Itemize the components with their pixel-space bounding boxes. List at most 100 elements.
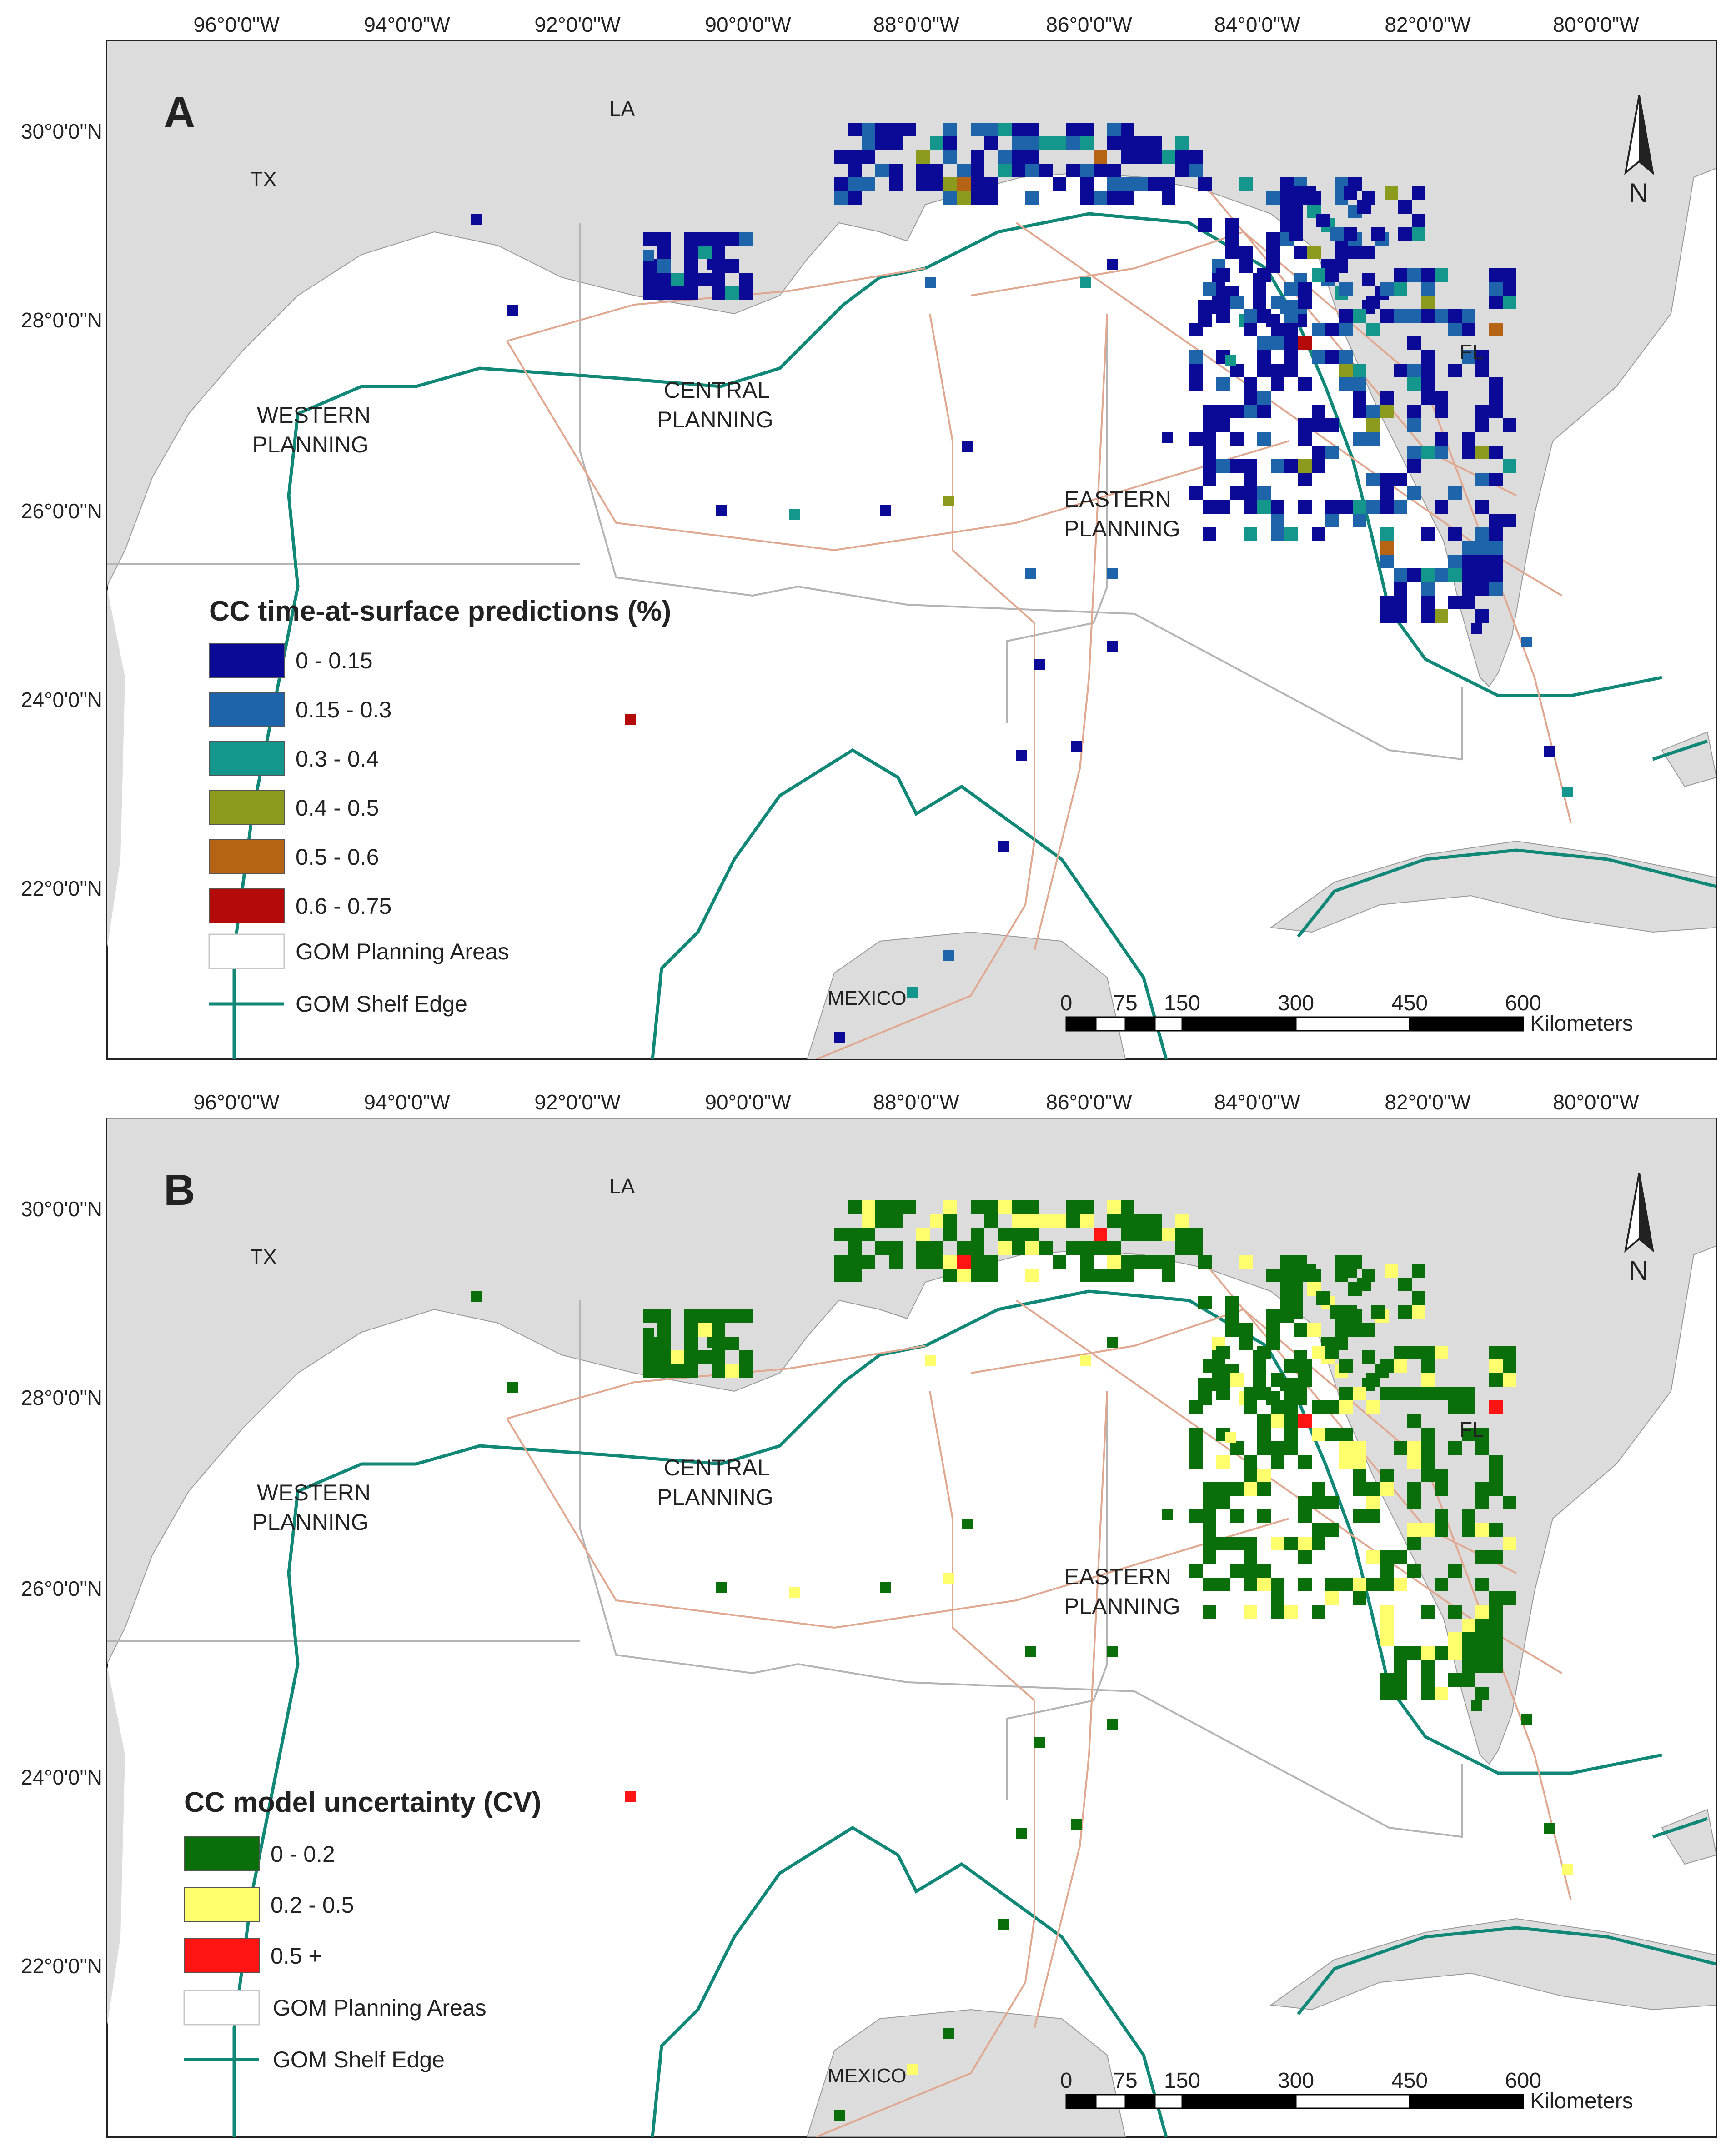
grid-cell [1289,1291,1303,1305]
grid-cell [1107,641,1118,652]
grid-cell [643,250,654,261]
grid-cell [1107,1200,1121,1214]
grid-cell [1503,1591,1516,1605]
grid-cell [1080,136,1094,150]
grid-cell [1066,123,1080,136]
grid-cell [1407,459,1421,473]
grid-cell [1407,1387,1421,1400]
grid-cell [875,1200,889,1214]
grid-cell [1080,277,1091,288]
label-eastern-b: EASTERN [1064,1564,1171,1589]
grid-cell [1462,1632,1475,1646]
grid-cell [1307,1323,1321,1337]
grid-cell [1298,1550,1312,1564]
grid-cell [1284,1605,1298,1619]
grid-cell [1421,1469,1435,1482]
grid-cell [1203,1578,1216,1591]
grid-cell [834,1032,845,1043]
scale-segment [1095,2094,1126,2109]
grid-cell [943,950,954,961]
grid-cell [684,286,698,300]
lon-label: 88°0'0"W [873,13,959,36]
grid-cell [1353,391,1366,405]
grid-cell [643,1328,654,1339]
lat-label: 24°0'0"N [21,1765,102,1789]
grid-cell [889,164,903,177]
grid-cell [698,273,712,286]
grid-cell [1489,1605,1503,1619]
grid-cell [1134,1214,1148,1228]
grid-cell [1225,246,1239,259]
grid-cell [1230,405,1244,418]
grid-cell [1257,336,1271,350]
grid-cell [1225,1323,1239,1337]
grid-cell [1189,1400,1203,1414]
grid-cell [657,246,671,259]
grid-cell [1298,459,1312,473]
grid-cell [1339,1578,1353,1591]
grid-cell [657,273,671,286]
grid-cell [1257,1482,1271,1496]
grid-cell [1325,1346,1339,1359]
grid-cell [1489,568,1503,582]
grid-cell [625,714,636,725]
lon-label: 92°0'0"W [534,13,621,36]
grid-cell [1489,377,1503,391]
grid-cell [1421,377,1435,391]
grid-cell [1298,418,1312,432]
grid-cell [1284,1428,1298,1441]
grid-cell [1025,164,1039,177]
grid-cell [1203,1359,1216,1373]
grid-cell [1462,555,1475,568]
grid-cell [1503,514,1516,527]
grid-cell [1353,514,1366,527]
grid-cell [1353,500,1366,514]
grid-cell [1489,582,1503,596]
grid-cell [1107,1241,1121,1255]
scale-segment [1065,1016,1097,1032]
grid-cell [1448,1441,1462,1455]
grid-cell [848,191,862,205]
grid-cell [1380,282,1394,296]
grid-cell [1203,405,1216,418]
grid-cell [684,273,698,286]
grid-cell [1244,1605,1257,1619]
grid-cell [971,150,984,164]
grid-cell [998,841,1009,852]
grid-cell [834,2110,845,2121]
grid-cell [1435,1509,1448,1523]
grid-cell [1462,1523,1475,1537]
grid-cell [1407,268,1421,282]
grid-cell [1039,164,1053,177]
grid-cell [1412,186,1425,200]
grid-cell [1339,1455,1353,1469]
grid-cell [1435,268,1448,282]
lon-label: 86°0'0"W [1046,1090,1132,1114]
grid-cell [1407,336,1421,350]
grid-cell [1462,1660,1475,1673]
grid-cell [1407,405,1421,418]
grid-cell [1257,1564,1271,1578]
grid-cell [1244,1564,1257,1578]
grid-cell [1371,1305,1385,1319]
grid-cell [1435,391,1448,405]
grid-cell [1421,446,1435,459]
legend-swatch [209,839,285,874]
grid-cell [971,1241,984,1255]
grid-cell [1303,1264,1316,1278]
grid-cell [930,1255,943,1269]
grid-cell [1421,527,1435,541]
grid-cell [1462,446,1475,459]
grid-cell [1362,1350,1375,1364]
grid-cell [916,177,930,191]
grid-cell [930,1241,943,1255]
grid-cell [1025,1646,1036,1657]
grid-cell [1162,1228,1175,1241]
grid-cell [1421,609,1435,623]
grid-cell [1325,323,1339,336]
grid-cell [1080,1200,1094,1214]
grid-cell [1398,227,1412,241]
grid-cell [1521,1714,1532,1725]
grid-cell [1257,364,1271,377]
